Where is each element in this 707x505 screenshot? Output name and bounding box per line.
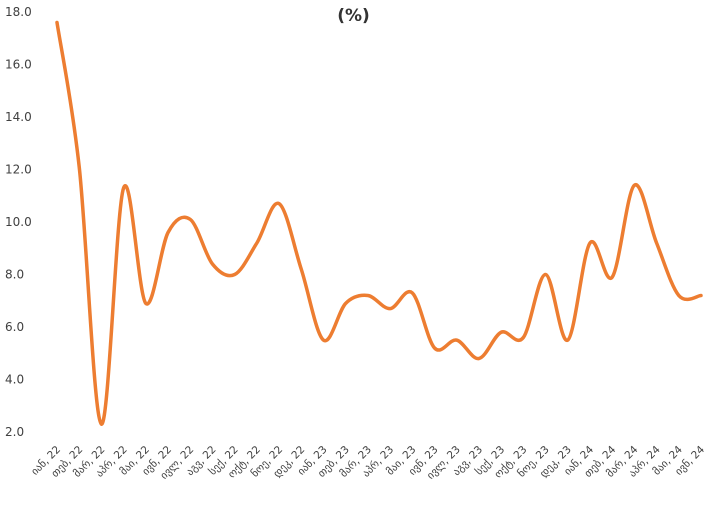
- data-point: [544, 273, 548, 277]
- data-point: [677, 294, 681, 298]
- data-point: [77, 165, 81, 169]
- chart-title: (%): [337, 6, 370, 26]
- data-point: [433, 346, 437, 350]
- data-point: [410, 291, 414, 295]
- data-point: [699, 294, 703, 298]
- y-tick-label: 14.0: [5, 110, 32, 124]
- data-point: [277, 202, 281, 206]
- y-tick-label: 2.0: [5, 425, 24, 439]
- data-point: [499, 330, 503, 334]
- data-point: [255, 241, 259, 245]
- series-line: [55, 20, 703, 426]
- data-point: [521, 336, 525, 340]
- y-tick-label: 12.0: [5, 163, 32, 177]
- series-layer: [55, 20, 703, 426]
- y-tick-label: 4.0: [5, 373, 24, 387]
- data-point: [477, 357, 481, 361]
- data-point: [166, 231, 170, 235]
- data-point: [321, 338, 325, 342]
- data-point: [144, 301, 148, 305]
- data-point: [210, 262, 214, 266]
- y-tick-label: 16.0: [5, 58, 32, 72]
- y-tick-label: 18.0: [5, 5, 32, 19]
- y-tick-label: 8.0: [5, 268, 24, 282]
- data-point: [588, 241, 592, 245]
- data-point: [566, 338, 570, 342]
- data-point: [99, 422, 103, 426]
- data-point: [655, 241, 659, 245]
- data-point: [455, 338, 459, 342]
- data-point: [366, 294, 370, 298]
- data-point: [299, 267, 303, 271]
- data-point: [188, 217, 192, 221]
- y-tick-label: 6.0: [5, 320, 24, 334]
- data-point: [233, 273, 237, 277]
- data-point: [632, 183, 636, 187]
- y-tick-label: 10.0: [5, 215, 32, 229]
- data-point: [388, 307, 392, 311]
- data-point: [610, 275, 614, 279]
- data-point: [122, 186, 126, 190]
- y-axis: 2.0 4.0 6.0 8.0 10.0 12.0 14.0 16.0 18.0: [5, 5, 32, 439]
- data-point: [344, 301, 348, 305]
